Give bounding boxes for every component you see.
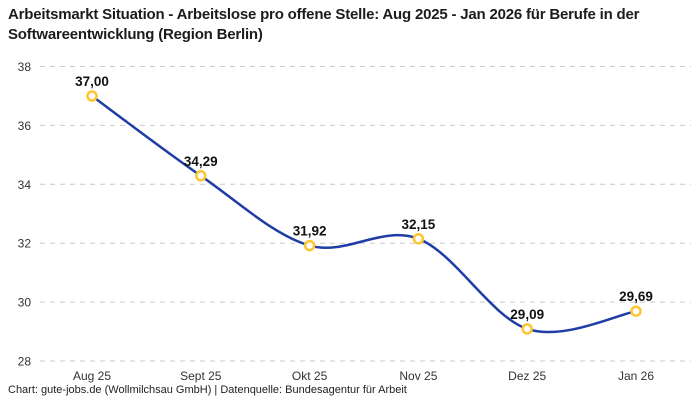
data-point-marker[interactable] [195,170,207,182]
series-line [90,94,638,334]
x-axis-category-label: Dez 25 [508,369,546,383]
y-axis-tick-label: 38 [18,60,32,74]
y-axis-tick-label: 28 [18,355,32,369]
x-axis-category-label: Aug 25 [73,369,111,383]
data-point-value-label: 34,29 [184,154,218,169]
data-point-marker[interactable] [303,239,316,252]
x-axis-category-label: Sept 25 [180,369,222,383]
x-axis-category-label: Nov 25 [399,369,437,383]
y-axis-tick-label: 34 [18,178,32,192]
y-axis-tick-label: 36 [18,119,32,133]
data-point-marker[interactable] [521,323,533,335]
data-point-value-label: 32,15 [402,217,436,232]
x-axis-category-label: Okt 25 [292,369,328,383]
data-point-value-label: 37,00 [75,74,109,89]
data-point-marker[interactable] [86,90,98,102]
data-point-marker[interactable] [412,233,425,245]
chart-credit: Chart: gute-jobs.de (Wollmilchsau GmbH) … [8,384,407,396]
y-axis-tick-label: 32 [18,237,32,251]
data-point-value-label: 31,92 [293,224,327,239]
x-axis-category-label: Jan 26 [618,369,654,383]
data-point-value-label: 29,69 [619,289,653,304]
data-point-marker[interactable] [630,305,642,317]
chart-title: Arbeitsmarkt Situation - Arbeitslose pro… [8,6,640,44]
y-axis-tick-label: 30 [18,296,32,310]
data-point-value-label: 29,09 [510,307,544,322]
